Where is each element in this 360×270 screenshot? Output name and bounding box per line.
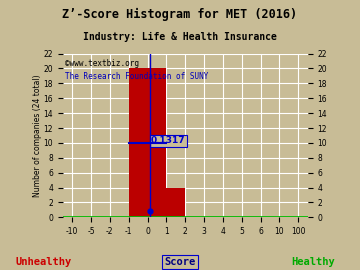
- Text: Unhealthy: Unhealthy: [15, 257, 71, 267]
- Text: Industry: Life & Health Insurance: Industry: Life & Health Insurance: [83, 32, 277, 42]
- Bar: [129, 69, 166, 217]
- Text: The Research Foundation of SUNY: The Research Foundation of SUNY: [65, 72, 208, 81]
- Text: Healthy: Healthy: [291, 257, 335, 267]
- Text: Score: Score: [165, 257, 195, 267]
- Text: ©www.textbiz.org: ©www.textbiz.org: [65, 59, 139, 68]
- Text: 0.1317: 0.1317: [151, 136, 185, 145]
- Y-axis label: Number of companies (24 total): Number of companies (24 total): [33, 74, 42, 197]
- Bar: [166, 188, 185, 217]
- Text: Z’-Score Histogram for MET (2016): Z’-Score Histogram for MET (2016): [62, 8, 298, 21]
